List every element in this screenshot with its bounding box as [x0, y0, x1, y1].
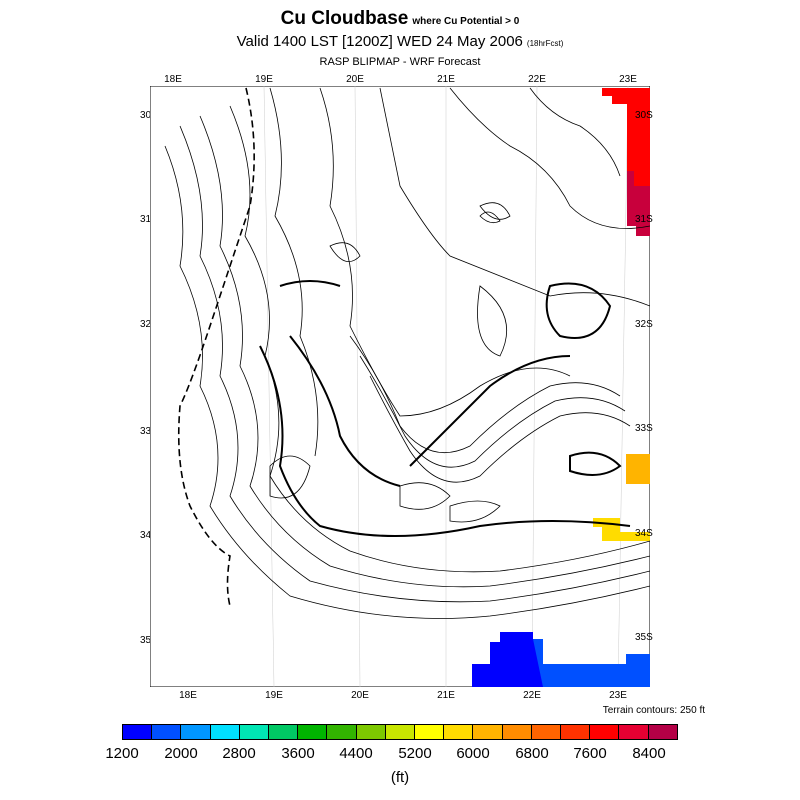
bottom-lon-label: 22E [523, 690, 541, 701]
legend-swatch [648, 725, 677, 739]
legend-swatch [181, 725, 211, 739]
legend-swatch [356, 725, 386, 739]
legend-swatch [385, 725, 416, 739]
color-legend [122, 724, 678, 740]
forecast-map [150, 86, 650, 687]
east-mid-cloudbase [626, 454, 650, 484]
bottom-lon-label: 23E [609, 690, 627, 701]
right-lat-label: 35S [635, 632, 653, 643]
legend-swatch [269, 725, 299, 739]
legend-swatch [473, 725, 503, 739]
legend-label: 7600 [573, 745, 607, 762]
bottom-lon-label: 18E [179, 690, 197, 701]
ne-high-cloudbase-dark [627, 171, 650, 236]
legend-label: 2800 [222, 745, 256, 762]
legend-label: 1200 [105, 745, 139, 762]
source-label: RASP BLIPMAP - WRF Forecast [319, 56, 481, 68]
legend-label: 2000 [164, 745, 198, 762]
legend-swatch [210, 725, 240, 739]
terrain-thick-contours [259, 280, 631, 537]
legend-swatch [123, 725, 153, 739]
bottom-lon-label: 21E [437, 690, 455, 701]
top-lon-label: 20E [346, 74, 364, 85]
right-lat-label: 32S [635, 319, 653, 330]
legend-swatch [561, 725, 591, 739]
left-lat-label: 32S [140, 319, 158, 330]
left-lat-label: 30S [140, 110, 158, 121]
legend-swatch [619, 725, 649, 739]
legend-swatch [152, 725, 182, 739]
bottom-lon-label: 19E [265, 690, 283, 701]
legend-swatch [327, 725, 357, 739]
terrain-note: Terrain contours: 250 ft [602, 705, 705, 716]
left-lat-label: 33S [140, 426, 158, 437]
top-lon-label: 23E [619, 74, 637, 85]
legend-label: 5200 [398, 745, 432, 762]
legend-units: (ft) [390, 769, 410, 786]
right-lat-label: 31S [635, 214, 653, 225]
right-lat-label: 34S [635, 528, 653, 539]
top-lon-label: 19E [255, 74, 273, 85]
left-lat-label: 31S [140, 214, 158, 225]
south-low-cloudbase-2 [533, 639, 650, 687]
coastline [177, 87, 255, 607]
legend-label: 6000 [456, 745, 490, 762]
ne-high-cloudbase [602, 88, 650, 186]
legend-swatch [444, 725, 474, 739]
bottom-lon-label: 20E [351, 690, 369, 701]
left-lat-label: 35S [140, 635, 158, 646]
legend-label: 4400 [339, 745, 373, 762]
right-lat-label: 33S [635, 423, 653, 434]
top-lon-label: 22E [528, 74, 546, 85]
legend-label: 8400 [632, 745, 666, 762]
legend-swatch [531, 725, 562, 739]
map-title: Cu Cloudbase where Cu Potential > 0 [0, 8, 800, 30]
top-lon-label: 18E [164, 74, 182, 85]
south-low-cloudbase [472, 632, 543, 687]
legend-label: 3600 [281, 745, 315, 762]
legend-swatch [239, 725, 270, 739]
legend-swatch [502, 725, 532, 739]
valid-time: Valid 1400 LST [1200Z] WED 24 May 2006 (1… [0, 33, 800, 50]
legend-swatch [415, 725, 445, 739]
title-note: where Cu Potential > 0 [412, 16, 520, 27]
left-lat-label: 34S [140, 530, 158, 541]
right-lat-label: 30S [635, 110, 653, 121]
graticule [263, 86, 629, 687]
terrain-contours [164, 87, 650, 619]
legend-swatch [298, 725, 328, 739]
title-text: Cu Cloudbase [280, 8, 409, 29]
cloudbase-fields [472, 88, 650, 687]
forecast-hours: (18hrFcst) [526, 39, 564, 48]
top-lon-label: 21E [437, 74, 455, 85]
legend-label: 6800 [515, 745, 549, 762]
legend-swatch [590, 725, 620, 739]
valid-text: Valid 1400 LST [1200Z] WED 24 May 2006 [236, 33, 523, 50]
